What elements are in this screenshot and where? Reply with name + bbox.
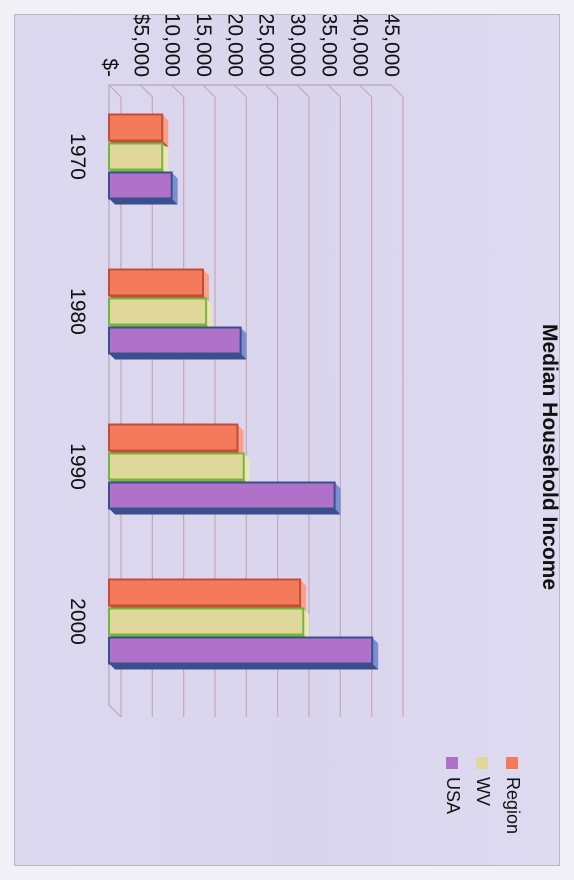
bar (107, 636, 379, 670)
bar (108, 578, 307, 612)
y-tick-label: $5,000 (129, 15, 152, 77)
axis-line (108, 84, 391, 718)
legend-swatch (446, 757, 458, 769)
legend-label: Region (503, 777, 523, 834)
legend-swatch (506, 757, 518, 769)
bar (107, 142, 169, 176)
chart-title: Median Household Income (538, 324, 561, 590)
bar (108, 268, 209, 302)
bar (108, 297, 213, 331)
legend-label: USA (443, 777, 463, 814)
bar (108, 423, 244, 457)
legend: Region WV USA (443, 757, 523, 834)
y-tick-label: $15,000 (192, 15, 215, 77)
x-category-label: 1980 (66, 288, 89, 335)
bar (108, 326, 247, 360)
x-category-label: 1970 (66, 133, 89, 180)
legend-label: WV (473, 777, 493, 806)
legend-swatch (476, 757, 488, 769)
bar (107, 171, 178, 205)
y-tick-label: $10,000 (161, 15, 184, 77)
y-tick-label: $- (98, 58, 121, 77)
y-tick-label: $35,000 (317, 15, 340, 77)
y-tick-label: $45,000 (380, 15, 403, 77)
bar (108, 481, 341, 515)
median-income-chart: Median Household Income $- $5,000 $10,000 $… (66, 1, 561, 834)
gridline (327, 84, 341, 717)
bar (108, 452, 250, 486)
chart-frame: Median Household Income $- $5,000 $10,000 $… (14, 1, 561, 866)
x-category-label: 1990 (66, 443, 89, 490)
y-tick-label: $25,000 (255, 15, 278, 77)
bar (108, 607, 310, 641)
bar (107, 113, 169, 147)
y-tick-label: $40,000 (349, 15, 372, 77)
y-tick-label: $30,000 (286, 15, 309, 77)
y-tick-label: $20,000 (223, 15, 246, 77)
gridline (390, 84, 404, 717)
x-category-label: 2000 (66, 598, 89, 645)
gridline (359, 84, 373, 717)
